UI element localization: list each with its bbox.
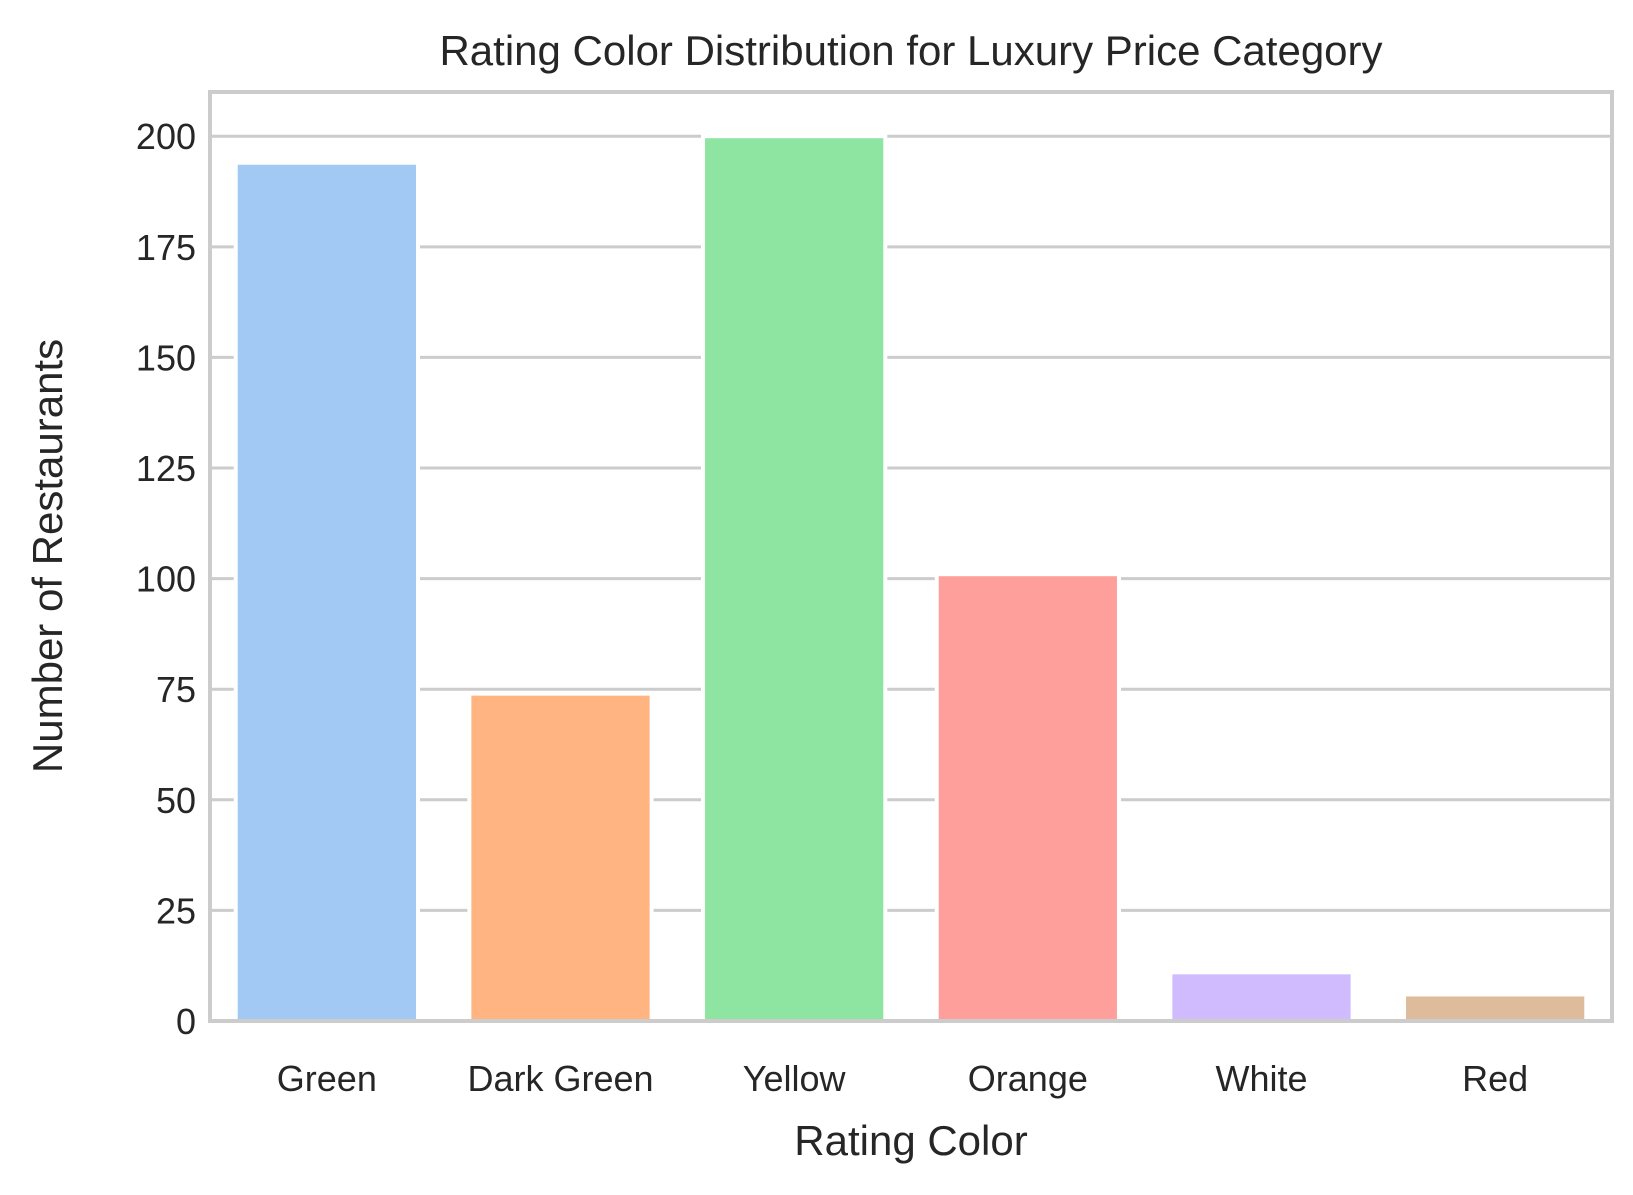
- x-tick-label: Orange: [968, 1058, 1088, 1099]
- bar-red: [1402, 992, 1589, 1024]
- y-tick-label: 125: [136, 448, 196, 489]
- x-tick-label: Dark Green: [467, 1058, 653, 1099]
- x-tick-labels: Green Dark Green Yellow Orange White Red: [277, 1058, 1528, 1099]
- y-tick-label: 50: [156, 780, 196, 821]
- plot-frame: [208, 90, 1614, 1023]
- y-tick-label: 100: [136, 559, 196, 600]
- y-tick-label: 150: [136, 337, 196, 378]
- y-tick-labels: 0 25 50 75 100 125 150 175 200: [136, 116, 196, 1042]
- bar-yellow: [701, 134, 888, 1023]
- y-tick-label: 200: [136, 116, 196, 157]
- x-tick-label: White: [1215, 1058, 1307, 1099]
- y-axis-label: Number of Restaurants: [24, 339, 71, 773]
- bar-green: [233, 160, 420, 1023]
- x-axis-label: Rating Color: [794, 1117, 1027, 1164]
- bar-white: [1168, 970, 1355, 1023]
- chart-title: Rating Color Distribution for Luxury Pri…: [439, 27, 1382, 74]
- gridlines: [210, 134, 1612, 1023]
- bars: [233, 134, 1589, 1024]
- y-tick-label: 0: [176, 1001, 196, 1042]
- x-tick-label: Red: [1462, 1058, 1528, 1099]
- y-tick-label: 75: [156, 669, 196, 710]
- y-tick-label: 175: [136, 227, 196, 268]
- bar-dark-green: [467, 691, 654, 1024]
- x-tick-label: Green: [277, 1058, 377, 1099]
- bar-orange: [934, 572, 1121, 1023]
- x-tick-label: Yellow: [743, 1058, 847, 1099]
- y-tick-label: 25: [156, 890, 196, 931]
